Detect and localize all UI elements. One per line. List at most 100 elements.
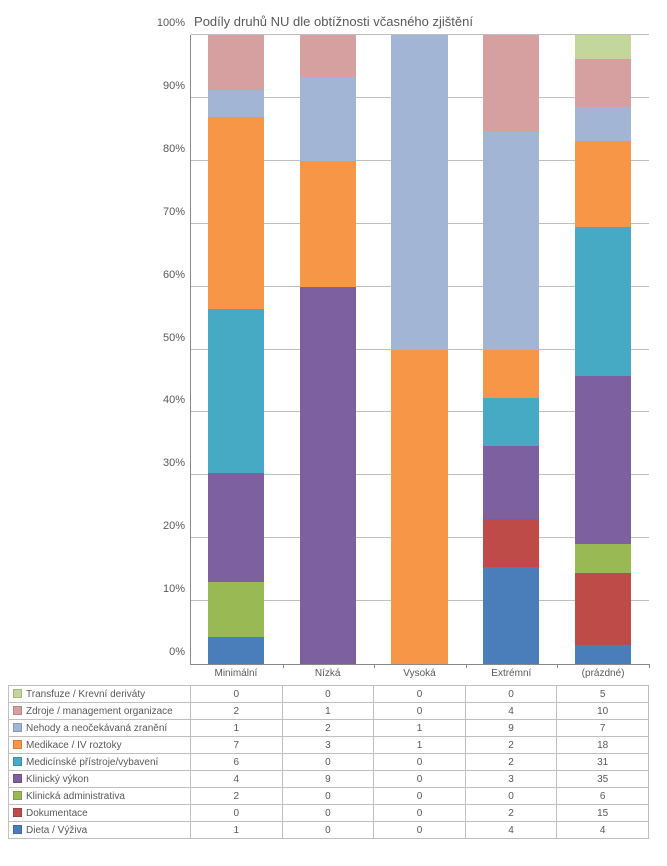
data-cell: 0 [282,754,374,771]
bar-segment [575,107,631,141]
table-row: Dokumentace000215 [9,805,649,822]
bar-segment [575,227,631,376]
data-cell: 3 [465,771,557,788]
y-tick-label: 80% [163,143,191,155]
bar-segment [575,544,631,573]
data-cell: 0 [191,686,283,703]
legend-swatch [13,689,22,698]
data-cell: 5 [557,686,649,703]
data-cell: 31 [557,754,649,771]
table-row: Klinický výkon490335 [9,771,649,788]
x-axis-labels: MinimálníNízkáVysokáExtrémní(prázdné) [190,665,649,685]
data-cell: 0 [374,788,466,805]
chart-area: 0%10%20%30%40%50%60%70%80%90%100% Minimá… [190,35,649,685]
data-cell: 0 [374,822,466,839]
legend-swatch [13,791,22,800]
bar-segment [208,582,264,637]
data-table-wrap: Transfuze / Krevní deriváty00005Zdroje /… [8,685,649,839]
legend-swatch [13,706,22,715]
bar-segment [575,573,631,645]
bar-segment [208,117,264,308]
y-tick-label: 50% [163,332,191,344]
y-tick-label: 20% [163,520,191,532]
bar-segment [483,35,539,132]
x-tick-label: (prázdné) [557,665,649,685]
table-row: Medikace / IV roztoky731218 [9,737,649,754]
data-cell: 10 [557,703,649,720]
bar-segment [391,35,447,350]
data-cell: 9 [465,720,557,737]
legend-label: Transfuze / Krevní deriváty [26,689,145,700]
y-tick-label: 100% [157,17,191,29]
data-cell: 1 [374,737,466,754]
x-tick-label: Vysoká [374,665,466,685]
data-cell: 0 [282,805,374,822]
data-cell: 0 [374,686,466,703]
legend-cell: Transfuze / Krevní deriváty [9,686,191,703]
legend-cell: Medicínské přístroje/vybavení [9,754,191,771]
legend-swatch [13,757,22,766]
legend-label: Nehody a neočekávaná zranění [26,723,167,734]
bar-segment [300,161,356,287]
bar [208,35,264,664]
bar-segment [208,90,264,117]
data-cell: 4 [465,703,557,720]
legend-label: Medicínské přístroje/vybavení [26,757,158,768]
bar [391,35,447,664]
data-cell: 2 [191,703,283,720]
legend-cell: Nehody a neočekávaná zranění [9,720,191,737]
data-cell: 1 [191,822,283,839]
bar-segment [483,519,539,567]
bar-slot [191,35,283,664]
legend-label: Klinická administrativa [26,791,125,802]
bar-slot [283,35,375,664]
data-cell: 6 [557,788,649,805]
bar-segment [300,77,356,161]
bar-segment [483,132,539,350]
data-cell: 3 [282,737,374,754]
plot-area: 0%10%20%30%40%50%60%70%80%90%100% [190,35,649,665]
bar-segment [575,35,631,59]
y-tick-label: 0% [169,646,191,658]
bar-segment [208,473,264,582]
bar [483,35,539,664]
legend-swatch [13,774,22,783]
y-tick-label: 70% [163,206,191,218]
legend-label: Dieta / Výživa [26,825,87,836]
data-cell: 4 [557,822,649,839]
legend-label: Klinický výkon [26,774,89,785]
table-row: Nehody a neočekávaná zranění12197 [9,720,649,737]
legend-cell: Klinická administrativa [9,788,191,805]
data-cell: 0 [282,686,374,703]
chart-container: Podíly druhů NU dle obtížnosti včasného … [0,0,667,866]
data-table: Transfuze / Krevní deriváty00005Zdroje /… [8,685,649,839]
bar-segment [575,141,631,227]
data-cell: 0 [282,788,374,805]
data-cell: 6 [191,754,283,771]
data-cell: 2 [191,788,283,805]
table-row: Zdroje / management organizace210410 [9,703,649,720]
data-cell: 9 [282,771,374,788]
data-cell: 2 [465,805,557,822]
data-cell: 0 [191,805,283,822]
data-cell: 1 [191,720,283,737]
legend-label: Zdroje / management organizace [26,706,173,717]
data-cell: 0 [374,771,466,788]
legend-cell: Zdroje / management organizace [9,703,191,720]
data-cell: 0 [282,822,374,839]
legend-swatch [13,825,22,834]
bar-segment [483,350,539,398]
y-tick-label: 60% [163,269,191,281]
bar-slot [557,35,649,664]
table-row: Medicínské přístroje/vybavení600231 [9,754,649,771]
bar [575,35,631,664]
bar-slot [374,35,466,664]
legend-label: Dokumentace [26,808,88,819]
bar-segment [300,287,356,664]
legend-swatch [13,740,22,749]
data-cell: 0 [374,754,466,771]
bar-segment [483,398,539,446]
data-cell: 2 [465,737,557,754]
data-cell: 18 [557,737,649,754]
x-tick-label: Extrémní [465,665,557,685]
